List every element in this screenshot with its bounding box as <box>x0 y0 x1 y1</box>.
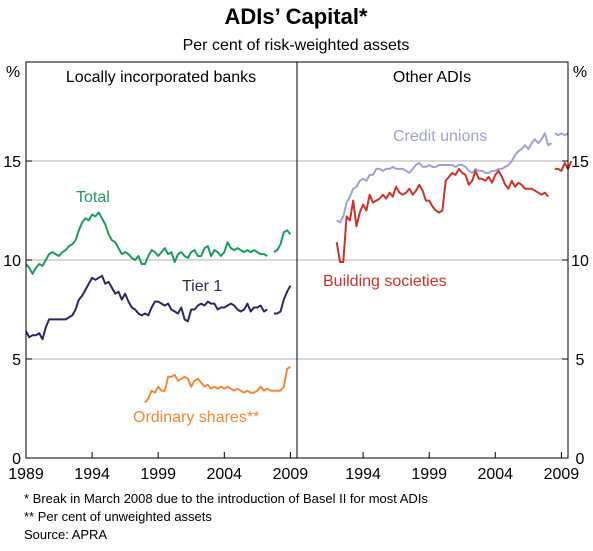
x-tick-label-1994: 1994 <box>74 466 110 483</box>
series-line-total-0 <box>25 211 268 275</box>
series-line-total-1 <box>273 229 292 253</box>
right-axis-unit: % <box>573 64 587 81</box>
series-line-credit_unions-0 <box>336 132 553 224</box>
y-tick-label-left-5: 5 <box>12 352 21 369</box>
y-tick-label-left-15: 15 <box>3 154 21 171</box>
gridlines <box>26 160 568 360</box>
label-credit-unions: Credit unions <box>393 128 487 145</box>
x-tick-label-2004: 2004 <box>477 466 513 483</box>
label-tier1: Tier 1 <box>182 278 222 295</box>
y-tick-label-right-0: 0 <box>576 451 585 468</box>
series-line-building_societies-1 <box>554 160 573 172</box>
y-tick-label-right-15: 15 <box>571 154 589 171</box>
chart-subtitle: Per cent of risk-weighted assets <box>183 37 410 54</box>
y-tick-label-left-10: 10 <box>3 253 21 270</box>
x-tick-label-2004: 2004 <box>206 466 242 483</box>
series-line-tier1-1 <box>273 285 292 315</box>
series-line-ordinary-0 <box>144 366 291 404</box>
x-tick-label-2009: 2009 <box>544 466 580 483</box>
footnote-unweighted: ** Per cent of unweighted assets <box>24 509 212 524</box>
label-building-societies: Building societies <box>323 273 447 290</box>
series-line-tier1-0 <box>25 274 268 341</box>
label-ordinary-shares: Ordinary shares** <box>133 409 259 426</box>
y-tick-label-left-0: 0 <box>12 451 21 468</box>
series-line-credit_unions-1 <box>554 132 569 137</box>
y-tick-label-right-10: 10 <box>571 253 589 270</box>
panel-title-other-adis: Other ADIs <box>393 69 471 86</box>
footnote-basel: * Break in March 2008 due to the introdu… <box>24 491 428 506</box>
series-line-building_societies-0 <box>335 167 549 263</box>
label-total: Total <box>76 189 110 206</box>
source-note: Source: APRA <box>24 527 107 542</box>
panel-title-banks: Locally incorporated banks <box>66 69 256 86</box>
x-tick-label-1989: 1989 <box>8 466 44 483</box>
left-axis-unit: % <box>6 64 20 81</box>
x-tick-label-2009: 2009 <box>273 466 309 483</box>
y-tick-label-right-5: 5 <box>576 352 585 369</box>
chart-title: ADIs’ Capital* <box>224 4 367 29</box>
x-tick-label-1994: 1994 <box>345 466 381 483</box>
x-tick-label-1999: 1999 <box>140 466 176 483</box>
x-tick-label-1999: 1999 <box>411 466 447 483</box>
series-layer <box>25 132 573 404</box>
